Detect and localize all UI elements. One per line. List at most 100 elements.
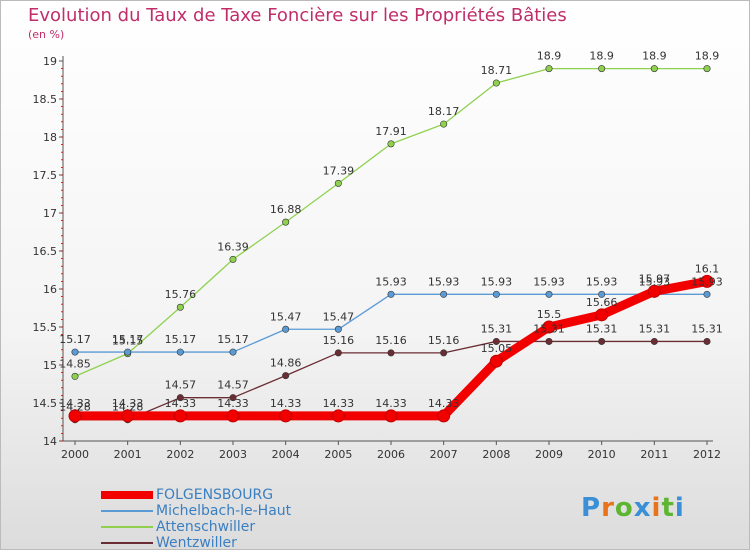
data-label: 15.16 [428,334,460,347]
series-lines [68,65,714,424]
data-label: 15.05 [481,342,513,355]
data-label: 18.9 [537,50,562,63]
value-labels: 14.85 15.15 15.76 16.39 16.88 17.39 17.91 18.17… [59,50,723,414]
x-tick-label: 2003 [219,448,247,461]
data-label: 15.93 [639,275,671,288]
data-point [334,179,342,187]
data-point [176,394,184,402]
data-label: 15.15 [112,335,144,348]
unit-label: (en %) [28,28,65,41]
y-tick-label: 17 [43,207,57,220]
data-label: 18.9 [589,50,614,63]
data-label: 14.86 [270,357,302,370]
data-point [176,348,184,356]
logo-letter: i [651,493,662,523]
data-point [703,337,711,345]
data-point [282,218,290,226]
data-label: 15.31 [586,322,618,335]
data-label: 15.31 [533,322,565,335]
data-point [387,140,395,148]
data-label: 14.57 [217,379,249,392]
data-label: 14.28 [59,401,91,414]
y-tick-label: 14 [43,435,57,448]
data-label: 15.17 [112,333,144,346]
data-point [440,120,448,128]
data-point [384,409,398,423]
data-point [121,409,135,423]
data-point [334,325,342,333]
data-point [647,284,661,298]
data-point [387,290,395,298]
data-label: 15.93 [533,275,565,288]
data-point [173,409,187,423]
data-label: 16.39 [217,240,249,253]
data-label: 14.33 [270,397,302,410]
x-tick-label: 2007 [430,448,458,461]
data-point [331,409,345,423]
data-label: 18.9 [695,50,720,63]
data-point [334,349,342,357]
data-point [71,372,79,380]
data-point [387,349,395,357]
data-label: 14.85 [59,357,91,370]
legend-swatch [101,491,153,499]
data-point [282,325,290,333]
x-tick-label: 2009 [535,448,563,461]
data-point [492,337,500,345]
data-label: 17.91 [375,125,407,138]
data-point [124,348,132,356]
data-point [542,320,556,334]
x-tick-label: 2006 [377,448,405,461]
data-label: 15.17 [59,333,91,346]
data-point [650,337,658,345]
y-tick-label: 16 [43,283,57,296]
data-label: 15.93 [481,275,513,288]
y-tick-label: 16.5 [33,245,58,258]
data-point [440,349,448,357]
y-tick-label: 18.5 [33,93,58,106]
legend-label: Attenschwiller [156,519,256,535]
y-tick-label: 17.5 [33,169,58,182]
x-tick-label: 2008 [482,448,510,461]
data-point [226,409,240,423]
data-point [68,409,82,423]
data-point [437,409,451,423]
data-point [229,394,237,402]
data-label: 16.88 [270,203,302,216]
logo-letter: i [674,493,685,523]
data-label: 15.93 [428,275,460,288]
logo-letter: x [633,493,652,523]
data-label: 15.31 [481,322,513,335]
data-point [598,337,606,345]
data-point [176,303,184,311]
chart-title: Evolution du Taux de Taxe Foncière sur l… [28,5,567,26]
data-label: 15.31 [691,322,723,335]
data-label: 15.93 [375,275,407,288]
x-tick-label: 2010 [588,448,616,461]
data-label: 15.93 [586,275,618,288]
legend-swatch [101,510,153,512]
data-label: 15.17 [165,333,197,346]
data-label: 18.9 [642,50,667,63]
x-tick-label: 2012 [693,448,721,461]
data-label: 15.76 [165,288,197,301]
data-label: 15.16 [375,334,407,347]
data-label: 15.31 [639,322,671,335]
data-point [492,290,500,298]
x-tick-label: 2001 [114,448,142,461]
x-tick-label: 2011 [640,448,668,461]
data-label: 15.66 [586,296,618,309]
data-label: 14.33 [323,397,355,410]
data-label: 14.33 [59,397,91,410]
data-label: 14.33 [165,397,197,410]
data-point [700,274,714,288]
logo-letter: t [661,493,675,523]
logo-letter: o [614,493,634,523]
legend-label: Michelbach-le-Haut [156,503,292,519]
y-tick-label: 19 [43,55,57,68]
data-label: 15.16 [323,334,355,347]
logo-letter: P [581,493,602,523]
legend-label: Wentzwiller [156,535,237,551]
data-label: 18.17 [428,105,460,118]
